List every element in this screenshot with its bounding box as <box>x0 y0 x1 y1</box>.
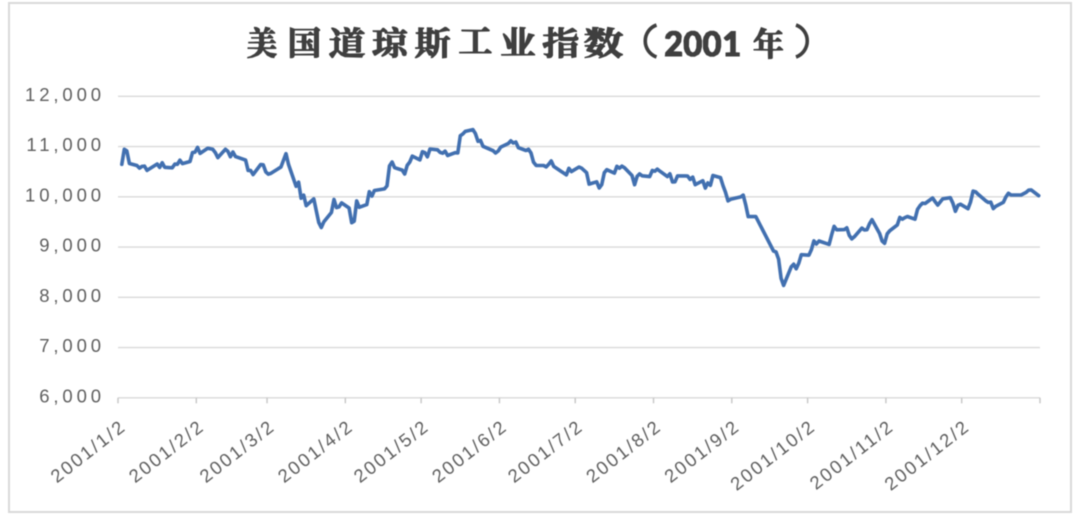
svg-text:12,000: 12,000 <box>25 84 105 105</box>
svg-text:10,000: 10,000 <box>25 184 105 205</box>
svg-text:6,000: 6,000 <box>39 385 105 406</box>
svg-text:7,000: 7,000 <box>39 335 105 356</box>
svg-text:11,000: 11,000 <box>26 134 105 155</box>
svg-text:8,000: 8,000 <box>39 285 105 306</box>
svg-text:9,000: 9,000 <box>39 235 105 256</box>
